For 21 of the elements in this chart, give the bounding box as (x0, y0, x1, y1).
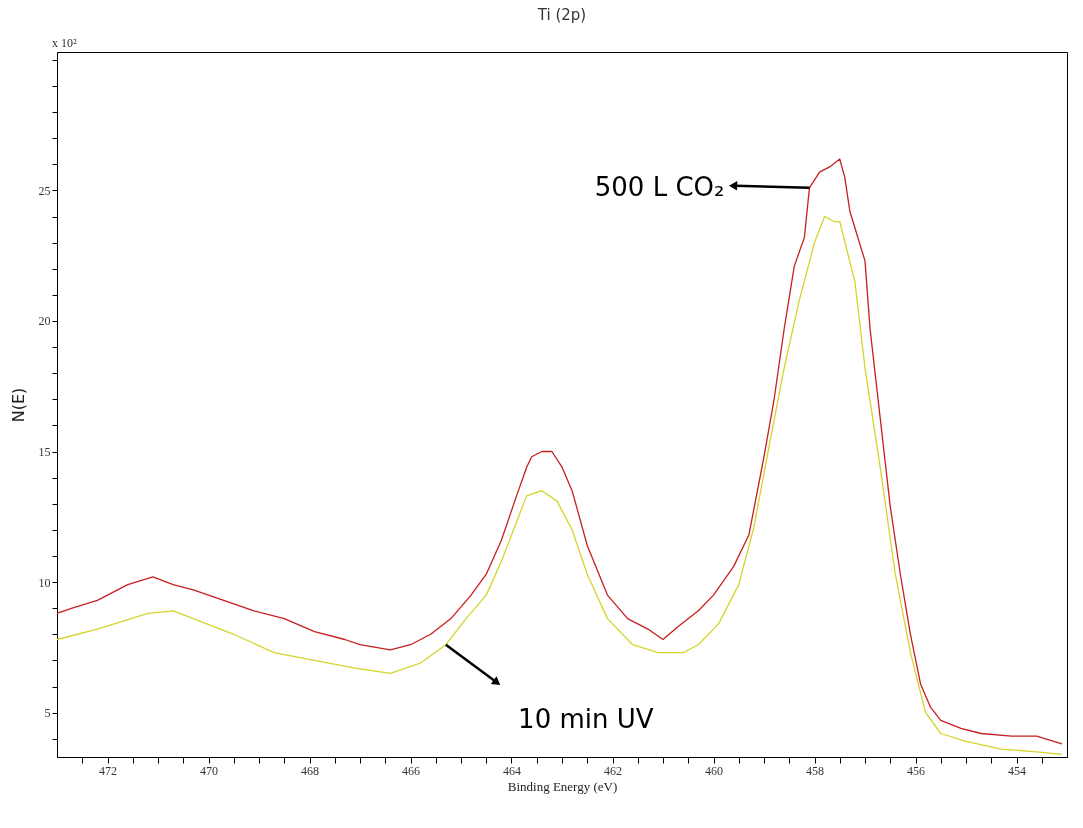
text: x 10² (52, 36, 77, 50)
x-tick-label: 456 (907, 763, 925, 778)
x-tick-label: 472 (99, 763, 117, 778)
y-tick-label: 25 (38, 183, 51, 198)
y-axis-title: N(E) (8, 387, 28, 423)
x-tick-label: 454 (1008, 763, 1026, 778)
y-tick-label: 5 (44, 706, 51, 721)
y-tick-label: 10 (38, 575, 51, 590)
annotation: 500 L CO₂ (594, 171, 725, 202)
annotation: 10 min UV (518, 703, 654, 734)
x-axis-title: Binding Energy (eV) (507, 778, 618, 794)
x-tick-label: 462 (604, 763, 622, 778)
y-tick-label: 20 (38, 314, 51, 329)
chart-title: Ti (2p) (536, 6, 587, 24)
y-tick-label: 15 (38, 445, 51, 459)
x-tick-label: 460 (705, 763, 723, 778)
x-tick-label: 458 (806, 763, 824, 778)
x-tick-label: 464 (503, 763, 521, 778)
x-tick-label: 470 (200, 763, 218, 778)
x-tick-label: 466 (402, 763, 420, 778)
x-tick-label: 468 (301, 763, 319, 778)
